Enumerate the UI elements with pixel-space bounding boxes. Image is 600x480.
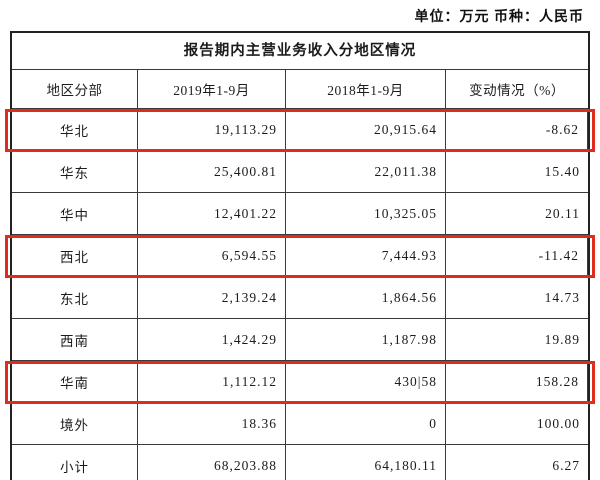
value-2019-cell: 12,401.22 [138,193,286,234]
value-2019-cell: 6,594.55 [138,235,286,276]
header-2018-period: 2018年1-9月 [286,70,446,108]
region-cell: 华南 [12,361,138,402]
value-2018-cell: 22,011.38 [286,151,446,192]
change-cell: 100.00 [536,415,580,431]
region-cell: 境外 [12,403,138,444]
value-2018-cell: 20,915.64 [286,109,446,150]
region-cell: 东北 [12,277,138,318]
change-cell: 158.28 [446,361,588,402]
table-row: 华东 25,400.81 22,011.38 15.40 [12,151,588,193]
region-cell: 西北 [12,235,138,276]
value-2018-cell: 0 [286,403,446,444]
region-cell: 西南 [12,319,138,360]
change-cell: 15.40 [544,163,580,179]
revenue-by-region-table: 报告期内主营业务收入分地区情况 地区分部 2019年1-9月 2018年1-9月… [5,31,595,480]
change-cell: -11.42 [446,235,588,276]
region-cell: 华东 [12,151,138,192]
value-2019-cell: 1,424.29 [138,319,286,360]
value-2018-cell: 10,325.05 [286,193,446,234]
table-row: 西南 1,424.29 1,187.98 19.89 [12,319,588,361]
change-cell: -8.62 [446,109,588,150]
value-2018-cell: 7,444.93 [286,235,446,276]
value-2018-cell: 64,180.11 [286,445,446,480]
value-2019-cell: 2,139.24 [138,277,286,318]
change-cell: 14.73 [544,289,580,305]
table-title: 报告期内主营业务收入分地区情况 [12,33,588,70]
table-body: 华北 19,113.29 20,915.64 -8.62 华东 25,400.81 22,0… [5,109,595,480]
value-2019-cell: 68,203.88 [138,445,286,480]
region-cell: 华北 [12,109,138,150]
value-2019-cell: 19,113.29 [138,109,286,150]
header-region: 地区分部 [12,70,138,108]
region-cell: 小计 [12,445,138,480]
value-2019-cell: 1,112.12 [138,361,286,402]
value-2019-cell: 25,400.81 [138,151,286,192]
change-cell: 6.27 [552,457,580,473]
header-2019-period: 2019年1-9月 [138,70,286,108]
table-row: 境外 18.36 0 100.00 [12,403,588,445]
table-row: 西北 6,594.55 7,444.93 -11.42 [5,235,595,278]
table-row: 华中 12,401.22 10,325.05 20.11 [12,193,588,235]
table-row: 华北 19,113.29 20,915.64 -8.62 [5,109,595,152]
value-2018-cell: 1,187.98 [286,319,446,360]
table-row: 小计 68,203.88 64,180.11 6.27 [12,445,588,480]
header-change-pct: 变动情况（%） [469,83,565,98]
unit-currency-label: 单位：万元 币种：人民币 [414,10,584,25]
table-row: 东北 2,139.24 1,864.56 14.73 [12,277,588,319]
value-2018-cell: 430|58 [286,361,446,402]
value-2018-cell: 1,864.56 [286,277,446,318]
table-header-row: 地区分部 2019年1-9月 2018年1-9月 变动情况（%） [12,70,588,109]
change-cell: 20.11 [545,205,580,221]
value-2019-cell: 18.36 [138,403,286,444]
table-row: 华南 1,112.12 430|58 158.28 [5,361,595,404]
change-cell: 19.89 [544,331,580,347]
region-cell: 华中 [12,193,138,234]
